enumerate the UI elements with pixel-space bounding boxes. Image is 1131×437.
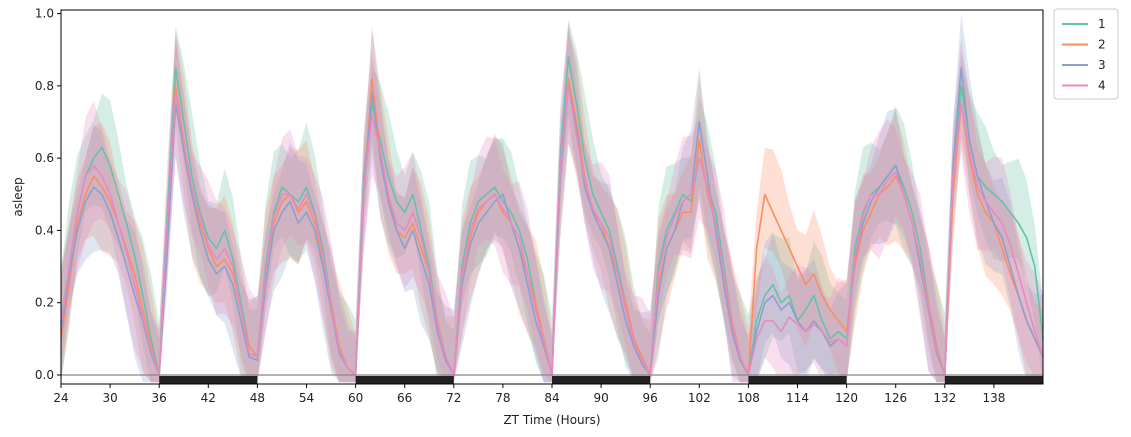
y-tick-label: 0.0 [35, 368, 54, 382]
dark-period-1 [355, 375, 454, 384]
legend: 1 2 3 4 [1053, 8, 1119, 100]
x-tick-label: 72 [446, 391, 461, 405]
legend-label-2: 2 [1098, 38, 1106, 52]
x-tick-label: 60 [348, 391, 363, 405]
y-tick-label: 0.8 [35, 79, 54, 93]
y-axis-label: asleep [11, 177, 25, 216]
y-tick-label: 0.2 [35, 296, 54, 310]
y-tick-label: 1.0 [35, 7, 54, 21]
x-tick-label: 120 [835, 391, 858, 405]
x-tick-label: 48 [250, 391, 265, 405]
y-tick-label: 0.6 [35, 151, 54, 165]
legend-label-3: 3 [1098, 58, 1106, 72]
x-tick-label: 66 [397, 391, 412, 405]
x-axis-label: ZT Time (Hours) [503, 413, 600, 427]
x-tick-label: 24 [53, 391, 68, 405]
legend-box [1053, 8, 1119, 100]
dark-period-2 [552, 375, 651, 384]
x-tick-label: 126 [884, 391, 907, 405]
x-tick-label: 114 [786, 391, 809, 405]
band-series-4 [61, 21, 1043, 383]
y-tick-label: 0.4 [35, 223, 54, 237]
dark-period-0 [159, 375, 258, 384]
x-tick-label: 54 [299, 391, 314, 405]
dark-period-3 [748, 375, 847, 384]
band-series-2 [61, 26, 1043, 383]
band-series-3 [61, 13, 1043, 383]
x-tick-label: 96 [643, 391, 658, 405]
x-tick-label: 36 [152, 391, 167, 405]
x-tick-label: 42 [201, 391, 216, 405]
x-tick-label: 78 [495, 391, 510, 405]
x-tick-label: 132 [933, 391, 956, 405]
x-tick-label: 84 [544, 391, 559, 405]
legend-label-4: 4 [1098, 79, 1106, 93]
x-tick-label: 90 [593, 391, 608, 405]
x-axis-ticks: 24 30 36 42 48 54 60 66 72 78 84 90 96 102 108 114 120 12… [53, 384, 1005, 405]
legend-label-1: 1 [1098, 17, 1106, 31]
x-tick-label: 138 [982, 391, 1005, 405]
y-axis-ticks: 0.0 0.2 0.4 0.6 0.8 1.0 [35, 7, 61, 382]
band-series-1 [61, 19, 1043, 383]
dark-period-4 [944, 375, 1043, 384]
dark-period-bars [159, 375, 1043, 384]
confidence-bands [61, 13, 1043, 383]
x-tick-label: 108 [737, 391, 760, 405]
x-tick-label: 102 [688, 391, 711, 405]
x-tick-label: 30 [102, 391, 117, 405]
